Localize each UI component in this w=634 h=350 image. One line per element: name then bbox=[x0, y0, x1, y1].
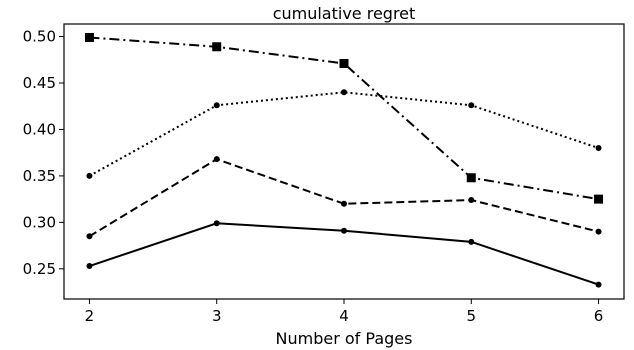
data-point bbox=[341, 200, 347, 207]
data-point bbox=[468, 197, 475, 204]
data-point bbox=[468, 102, 475, 109]
series-dashed bbox=[86, 156, 602, 240]
data-point bbox=[595, 281, 602, 288]
data-point bbox=[594, 194, 604, 204]
y-tick-label: 0.30 bbox=[23, 213, 56, 231]
data-point bbox=[84, 32, 94, 42]
data-point bbox=[86, 263, 93, 270]
data-point bbox=[212, 42, 222, 52]
x-tick-label: 2 bbox=[85, 307, 95, 325]
series-line bbox=[88, 91, 599, 177]
x-axis-title: Number of Pages bbox=[276, 329, 413, 348]
data-point bbox=[341, 89, 347, 96]
series-line bbox=[88, 158, 599, 238]
data-point bbox=[213, 156, 220, 163]
data-point bbox=[466, 173, 476, 183]
y-tick-label: 0.50 bbox=[23, 28, 56, 46]
chart-title: cumulative regret bbox=[273, 4, 416, 23]
y-tick-label: 0.35 bbox=[23, 167, 56, 185]
y-tick-label: 0.45 bbox=[23, 74, 56, 92]
data-point bbox=[86, 233, 93, 240]
data-point bbox=[595, 228, 602, 235]
plot-area bbox=[84, 32, 604, 288]
x-tick-label: 6 bbox=[594, 307, 604, 325]
series-dotted bbox=[86, 89, 602, 179]
x-axis: 2 3 4 5 6 bbox=[85, 299, 604, 325]
data-point bbox=[468, 238, 475, 245]
data-point bbox=[339, 58, 349, 68]
data-point bbox=[341, 227, 347, 234]
data-point bbox=[213, 220, 220, 227]
y-tick-label: 0.25 bbox=[23, 260, 56, 278]
series-dashdot bbox=[84, 32, 604, 204]
series-solid bbox=[86, 220, 602, 288]
data-point bbox=[595, 145, 602, 152]
data-point bbox=[86, 172, 93, 179]
y-tick-label: 0.40 bbox=[23, 120, 56, 138]
y-axis: 0.25 0.30 0.35 0.40 0.45 0.50 bbox=[23, 28, 64, 278]
data-point bbox=[213, 102, 220, 109]
x-tick-label: 4 bbox=[339, 307, 349, 325]
x-tick-label: 5 bbox=[466, 307, 476, 325]
x-tick-label: 3 bbox=[212, 307, 222, 325]
